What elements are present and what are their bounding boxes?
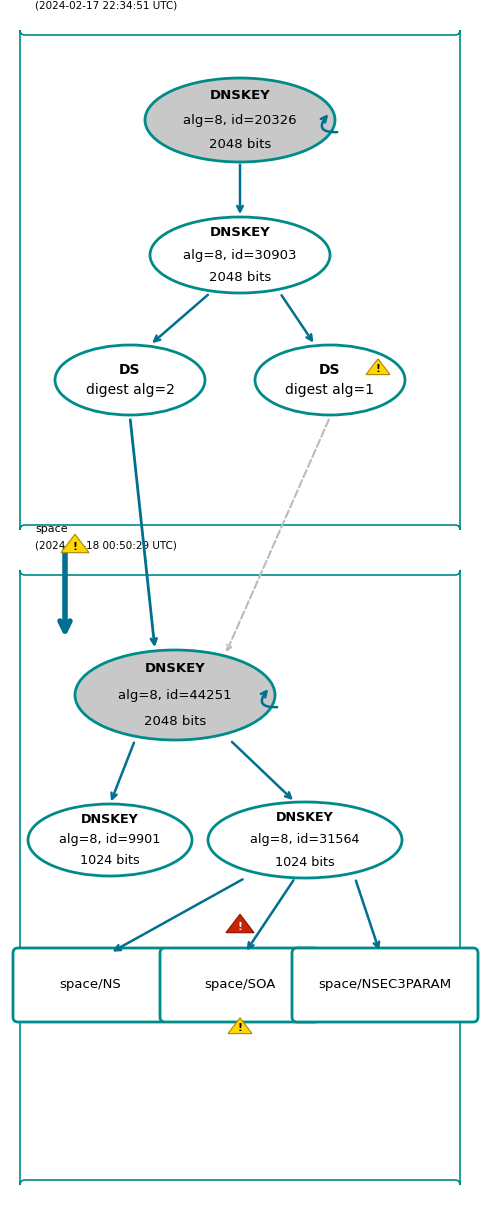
Text: space/SOA: space/SOA <box>204 979 275 991</box>
Ellipse shape <box>55 344 205 415</box>
Text: DNSKEY: DNSKEY <box>81 813 138 826</box>
Text: !: ! <box>237 922 242 932</box>
Text: space: space <box>35 524 67 534</box>
Text: 2048 bits: 2048 bits <box>209 270 271 284</box>
Ellipse shape <box>28 804 192 876</box>
Text: alg=8, id=20326: alg=8, id=20326 <box>183 114 296 126</box>
Polygon shape <box>365 359 389 375</box>
Text: !: ! <box>375 364 379 375</box>
Text: digest alg=1: digest alg=1 <box>285 383 374 397</box>
Text: space/NS: space/NS <box>59 979 121 991</box>
Text: 2048 bits: 2048 bits <box>144 714 206 728</box>
Text: alg=8, id=30903: alg=8, id=30903 <box>183 249 296 262</box>
FancyBboxPatch shape <box>13 949 166 1023</box>
Text: space/NSEC3PARAM: space/NSEC3PARAM <box>318 979 451 991</box>
Text: digest alg=2: digest alg=2 <box>85 383 174 397</box>
FancyBboxPatch shape <box>160 949 319 1023</box>
Text: 1024 bits: 1024 bits <box>274 855 334 869</box>
Text: alg=8, id=9901: alg=8, id=9901 <box>59 833 160 847</box>
Ellipse shape <box>145 78 334 163</box>
Ellipse shape <box>208 802 401 878</box>
Text: DNSKEY: DNSKEY <box>209 227 270 239</box>
FancyBboxPatch shape <box>20 30 459 530</box>
Text: alg=8, id=44251: alg=8, id=44251 <box>118 689 231 701</box>
Ellipse shape <box>255 344 404 415</box>
Text: 1024 bits: 1024 bits <box>80 854 139 867</box>
Text: (2024-02-18 00:50:29 UTC): (2024-02-18 00:50:29 UTC) <box>35 540 177 549</box>
Ellipse shape <box>150 217 329 294</box>
FancyBboxPatch shape <box>20 570 459 1185</box>
Text: !: ! <box>73 541 77 552</box>
Polygon shape <box>226 915 254 933</box>
Polygon shape <box>227 1018 252 1033</box>
Text: DNSKEY: DNSKEY <box>209 89 270 102</box>
Text: DNSKEY: DNSKEY <box>144 662 205 676</box>
FancyBboxPatch shape <box>291 949 477 1023</box>
Text: !: ! <box>237 1024 242 1033</box>
Text: 2048 bits: 2048 bits <box>209 138 271 150</box>
Text: alg=8, id=31564: alg=8, id=31564 <box>250 833 359 847</box>
Text: DS: DS <box>119 363 140 377</box>
Polygon shape <box>61 534 89 553</box>
Ellipse shape <box>75 650 274 740</box>
Text: DNSKEY: DNSKEY <box>275 811 333 825</box>
Text: DS: DS <box>318 363 340 377</box>
Text: (2024-02-17 22:34:51 UTC): (2024-02-17 22:34:51 UTC) <box>35 0 177 10</box>
